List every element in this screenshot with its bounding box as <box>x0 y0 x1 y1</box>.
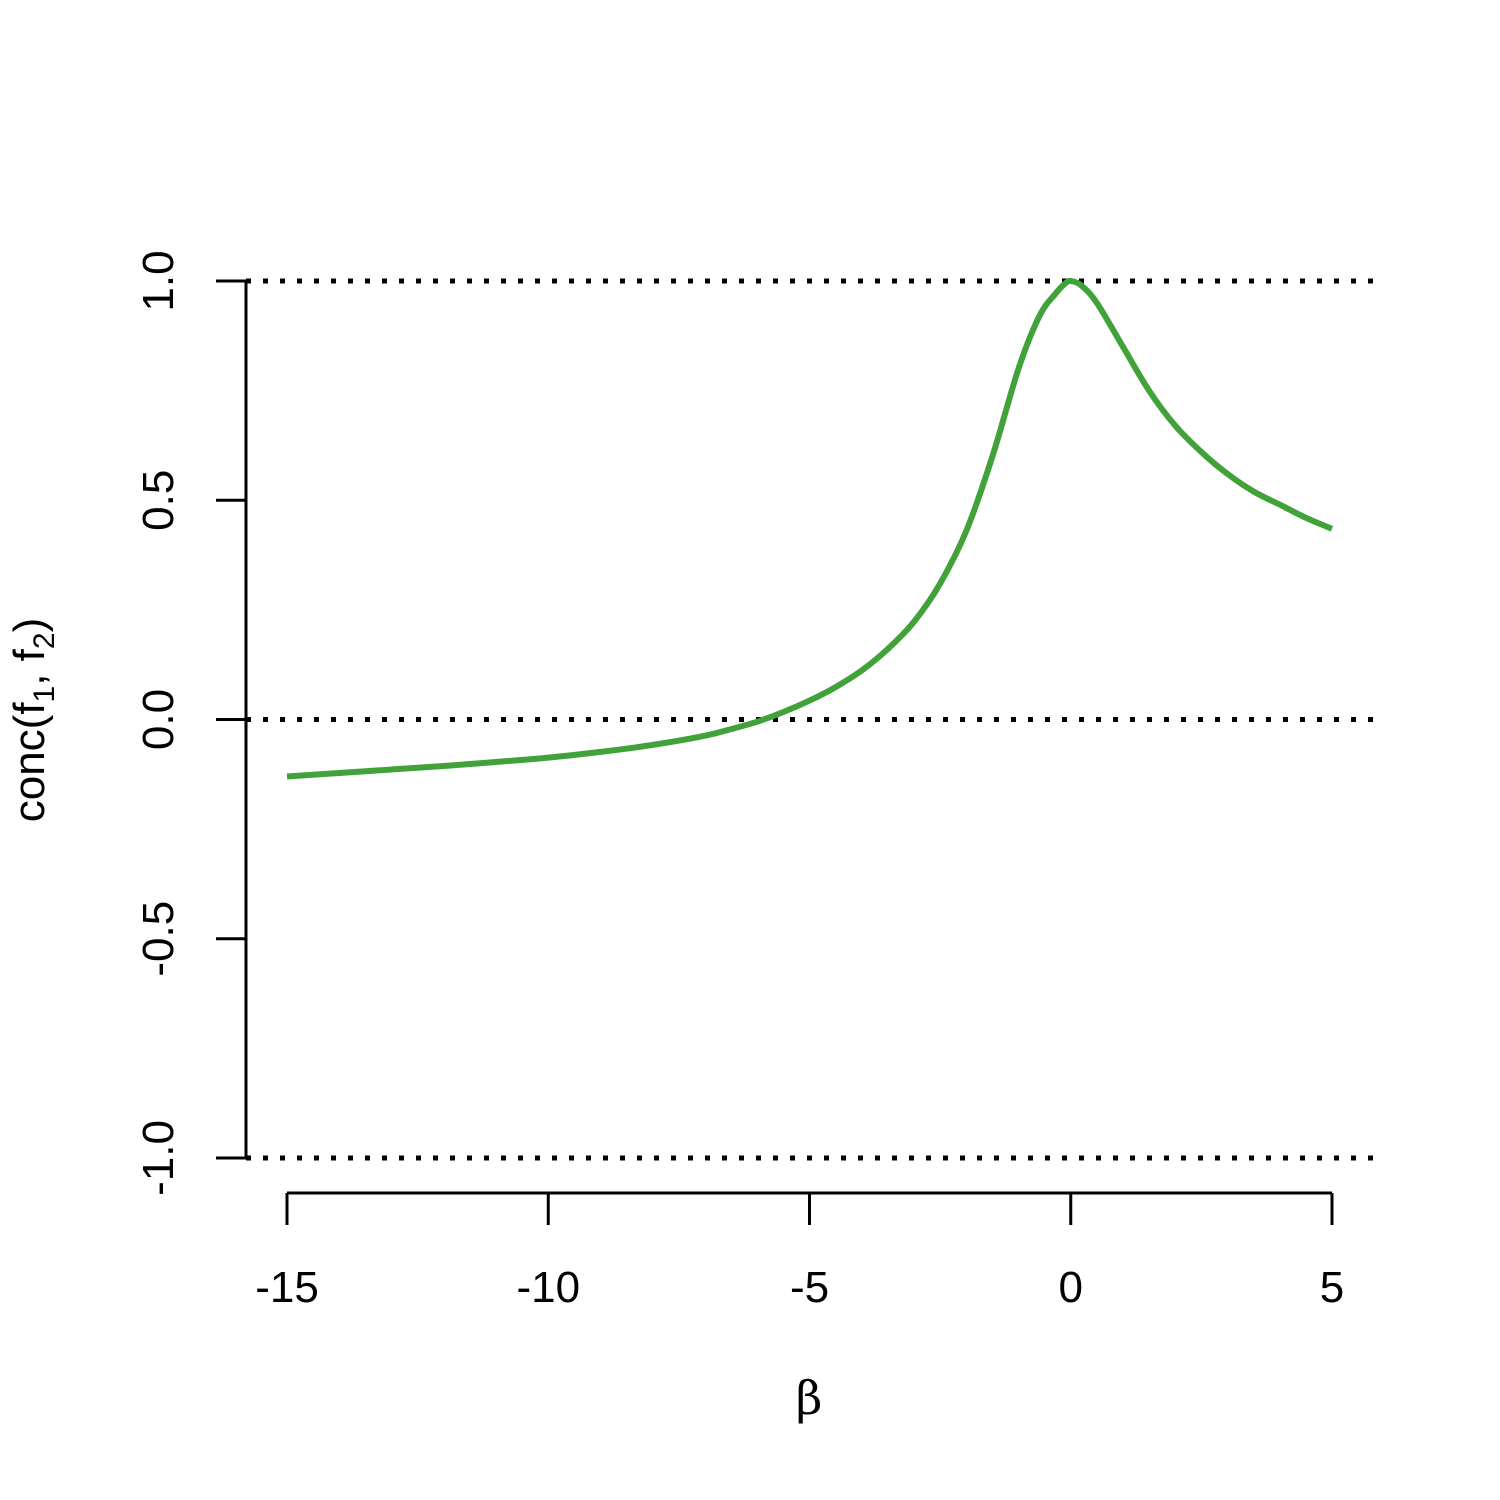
series-group <box>286 277 1334 780</box>
y-tick-label-3: 0.5 <box>134 470 183 531</box>
series-line-0 <box>286 277 1334 780</box>
y-axis-title-sub2: 2 <box>28 632 61 649</box>
y-axis-title-prefix: conc(f <box>5 702 54 823</box>
y-tick-label-4: 1.0 <box>134 250 183 311</box>
y-tick-label-2: 0.0 <box>134 689 183 750</box>
y-axis-title-sub1: 1 <box>28 686 61 703</box>
y-axis: -1.0 -0.5 0.0 0.5 1.0 <box>134 250 248 1196</box>
y-axis-title-middle: , f <box>5 648 54 685</box>
y-tick-label-0: -1.0 <box>134 1120 183 1196</box>
y-axis-title-suffix: ) <box>5 618 54 633</box>
x-tick-label-3: 0 <box>1059 1263 1083 1312</box>
x-tick-label-2: -5 <box>790 1263 829 1312</box>
y-axis-title: conc(f1, f2) <box>5 618 61 823</box>
x-tick-label-1: -10 <box>516 1263 580 1312</box>
reference-lines <box>246 278 1374 1161</box>
x-tick-label-4: 5 <box>1320 1263 1344 1312</box>
x-tick-label-0: -15 <box>255 1263 319 1312</box>
y-tick-label-1: -0.5 <box>134 901 183 977</box>
x-axis-title: β <box>796 1371 823 1425</box>
x-axis: -15 -10 -5 0 5 <box>255 1191 1344 1312</box>
